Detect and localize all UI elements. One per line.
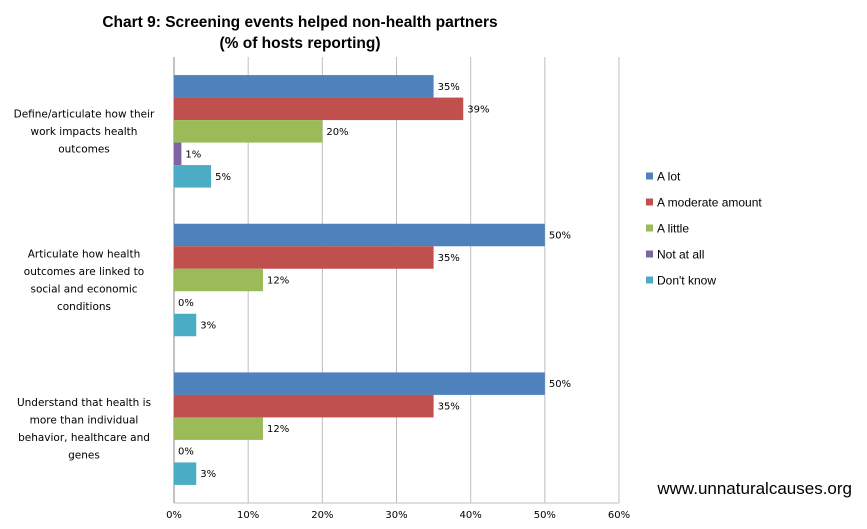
legend-swatch <box>646 224 653 232</box>
category-label: Define/articulate how their <box>14 108 155 120</box>
legend-swatch <box>646 172 653 180</box>
bar <box>174 142 182 166</box>
legend-label: A moderate amount <box>657 196 762 210</box>
bar <box>174 97 464 121</box>
x-tick-label: 50% <box>534 510 556 521</box>
bar-value-label: 0% <box>178 447 194 458</box>
bar <box>174 394 434 418</box>
bar <box>174 462 197 485</box>
bar-value-label: 20% <box>326 127 348 138</box>
category-label: conditions <box>57 301 111 313</box>
bar-value-label: 12% <box>267 424 289 435</box>
bar <box>174 223 545 247</box>
x-tick-label: 40% <box>460 510 482 521</box>
legend-swatch <box>646 198 653 206</box>
legend-swatch <box>646 250 653 258</box>
x-tick-label: 0% <box>166 510 182 521</box>
legend-label: Don't know <box>657 274 716 288</box>
bars <box>174 75 545 485</box>
bar <box>174 313 197 337</box>
category-label: Articulate how health <box>28 248 140 260</box>
bar <box>174 120 323 143</box>
bar-value-label: 0% <box>178 298 194 309</box>
data-labels: 35% 39% 20% 1% 5% 50% 35% 12% 0% 3% 50% 35% 12% 0% 3% <box>178 82 571 480</box>
bar-value-label: 35% <box>438 402 460 413</box>
legend-label: A little <box>657 222 689 236</box>
bar-value-label: 50% <box>549 231 571 242</box>
legend-label: Not at all <box>657 248 704 262</box>
x-tick-label: 10% <box>237 510 259 521</box>
legend-swatch <box>646 276 653 284</box>
chart-subtitle: (% of hosts reporting) <box>219 35 380 52</box>
category-label: Understand that health is <box>17 397 151 409</box>
bar <box>174 372 545 395</box>
legend-label: A lot <box>657 170 681 184</box>
bar-value-label: 1% <box>185 149 201 160</box>
x-tick-label: 30% <box>385 510 407 521</box>
bar-value-label: 35% <box>438 82 460 93</box>
x-tick-label: 60% <box>608 510 630 521</box>
legend: A lot A moderate amount A little Not at all… <box>646 170 762 288</box>
bar-value-label: 3% <box>200 469 216 480</box>
category-label: behavior, healthcare and <box>18 432 150 444</box>
bar <box>174 165 212 188</box>
bar-value-label: 5% <box>215 172 231 183</box>
bar-value-label: 50% <box>549 379 571 390</box>
category-labels: Define/articulate how their work impacts … <box>14 108 155 461</box>
bar-value-label: 12% <box>267 276 289 287</box>
x-tick-label: 20% <box>311 510 333 521</box>
category-label: work impacts health <box>31 126 138 138</box>
bar-value-label: 35% <box>438 253 460 264</box>
category-label: outcomes <box>58 143 110 155</box>
bar <box>174 246 434 269</box>
category-label: social and economic <box>30 283 137 295</box>
bar <box>174 417 263 440</box>
source-url: www.unnaturalcauses.org <box>656 479 852 498</box>
bar <box>174 75 434 98</box>
category-label: outcomes are linked to <box>24 266 144 278</box>
category-label: genes <box>68 449 100 461</box>
chart-title: Chart 9: Screening events helped non-hea… <box>102 14 497 31</box>
bar-value-label: 3% <box>200 321 216 332</box>
bar-value-label: 39% <box>467 104 489 115</box>
bar <box>174 268 263 292</box>
category-label: more than individual <box>30 414 139 426</box>
